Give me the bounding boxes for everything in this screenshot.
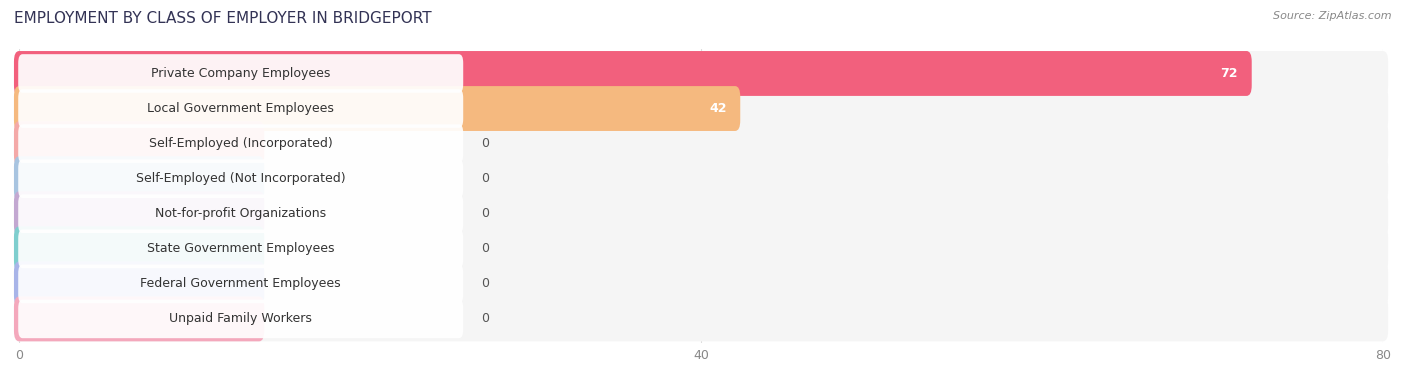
Text: 0: 0 (481, 172, 489, 185)
Text: State Government Employees: State Government Employees (148, 242, 335, 255)
FancyBboxPatch shape (14, 226, 1388, 271)
Text: 72: 72 (1220, 67, 1239, 80)
Text: 0: 0 (481, 137, 489, 150)
FancyBboxPatch shape (14, 261, 264, 306)
Text: Source: ZipAtlas.com: Source: ZipAtlas.com (1274, 11, 1392, 21)
FancyBboxPatch shape (14, 51, 1388, 96)
FancyBboxPatch shape (14, 296, 1388, 341)
FancyBboxPatch shape (14, 156, 264, 201)
FancyBboxPatch shape (18, 230, 463, 268)
Text: Federal Government Employees: Federal Government Employees (141, 277, 342, 290)
Text: Not-for-profit Organizations: Not-for-profit Organizations (155, 207, 326, 220)
Text: 42: 42 (709, 102, 727, 115)
FancyBboxPatch shape (14, 86, 1388, 131)
Text: Local Government Employees: Local Government Employees (148, 102, 335, 115)
FancyBboxPatch shape (14, 121, 1388, 166)
FancyBboxPatch shape (18, 54, 463, 93)
FancyBboxPatch shape (18, 300, 463, 338)
FancyBboxPatch shape (18, 195, 463, 233)
FancyBboxPatch shape (14, 121, 264, 166)
Text: 0: 0 (481, 207, 489, 220)
FancyBboxPatch shape (14, 51, 1251, 96)
Text: Private Company Employees: Private Company Employees (150, 67, 330, 80)
Text: Unpaid Family Workers: Unpaid Family Workers (169, 313, 312, 325)
Text: 0: 0 (481, 242, 489, 255)
Text: Self-Employed (Incorporated): Self-Employed (Incorporated) (149, 137, 333, 150)
FancyBboxPatch shape (18, 89, 463, 128)
FancyBboxPatch shape (14, 156, 1388, 201)
FancyBboxPatch shape (14, 191, 1388, 236)
FancyBboxPatch shape (18, 159, 463, 198)
Text: 0: 0 (481, 313, 489, 325)
Text: 0: 0 (481, 277, 489, 290)
FancyBboxPatch shape (18, 265, 463, 303)
FancyBboxPatch shape (14, 86, 740, 131)
FancyBboxPatch shape (14, 296, 264, 341)
FancyBboxPatch shape (14, 191, 264, 236)
FancyBboxPatch shape (18, 124, 463, 163)
FancyBboxPatch shape (14, 261, 1388, 306)
FancyBboxPatch shape (14, 226, 264, 271)
Text: EMPLOYMENT BY CLASS OF EMPLOYER IN BRIDGEPORT: EMPLOYMENT BY CLASS OF EMPLOYER IN BRIDG… (14, 11, 432, 26)
Text: Self-Employed (Not Incorporated): Self-Employed (Not Incorporated) (136, 172, 346, 185)
